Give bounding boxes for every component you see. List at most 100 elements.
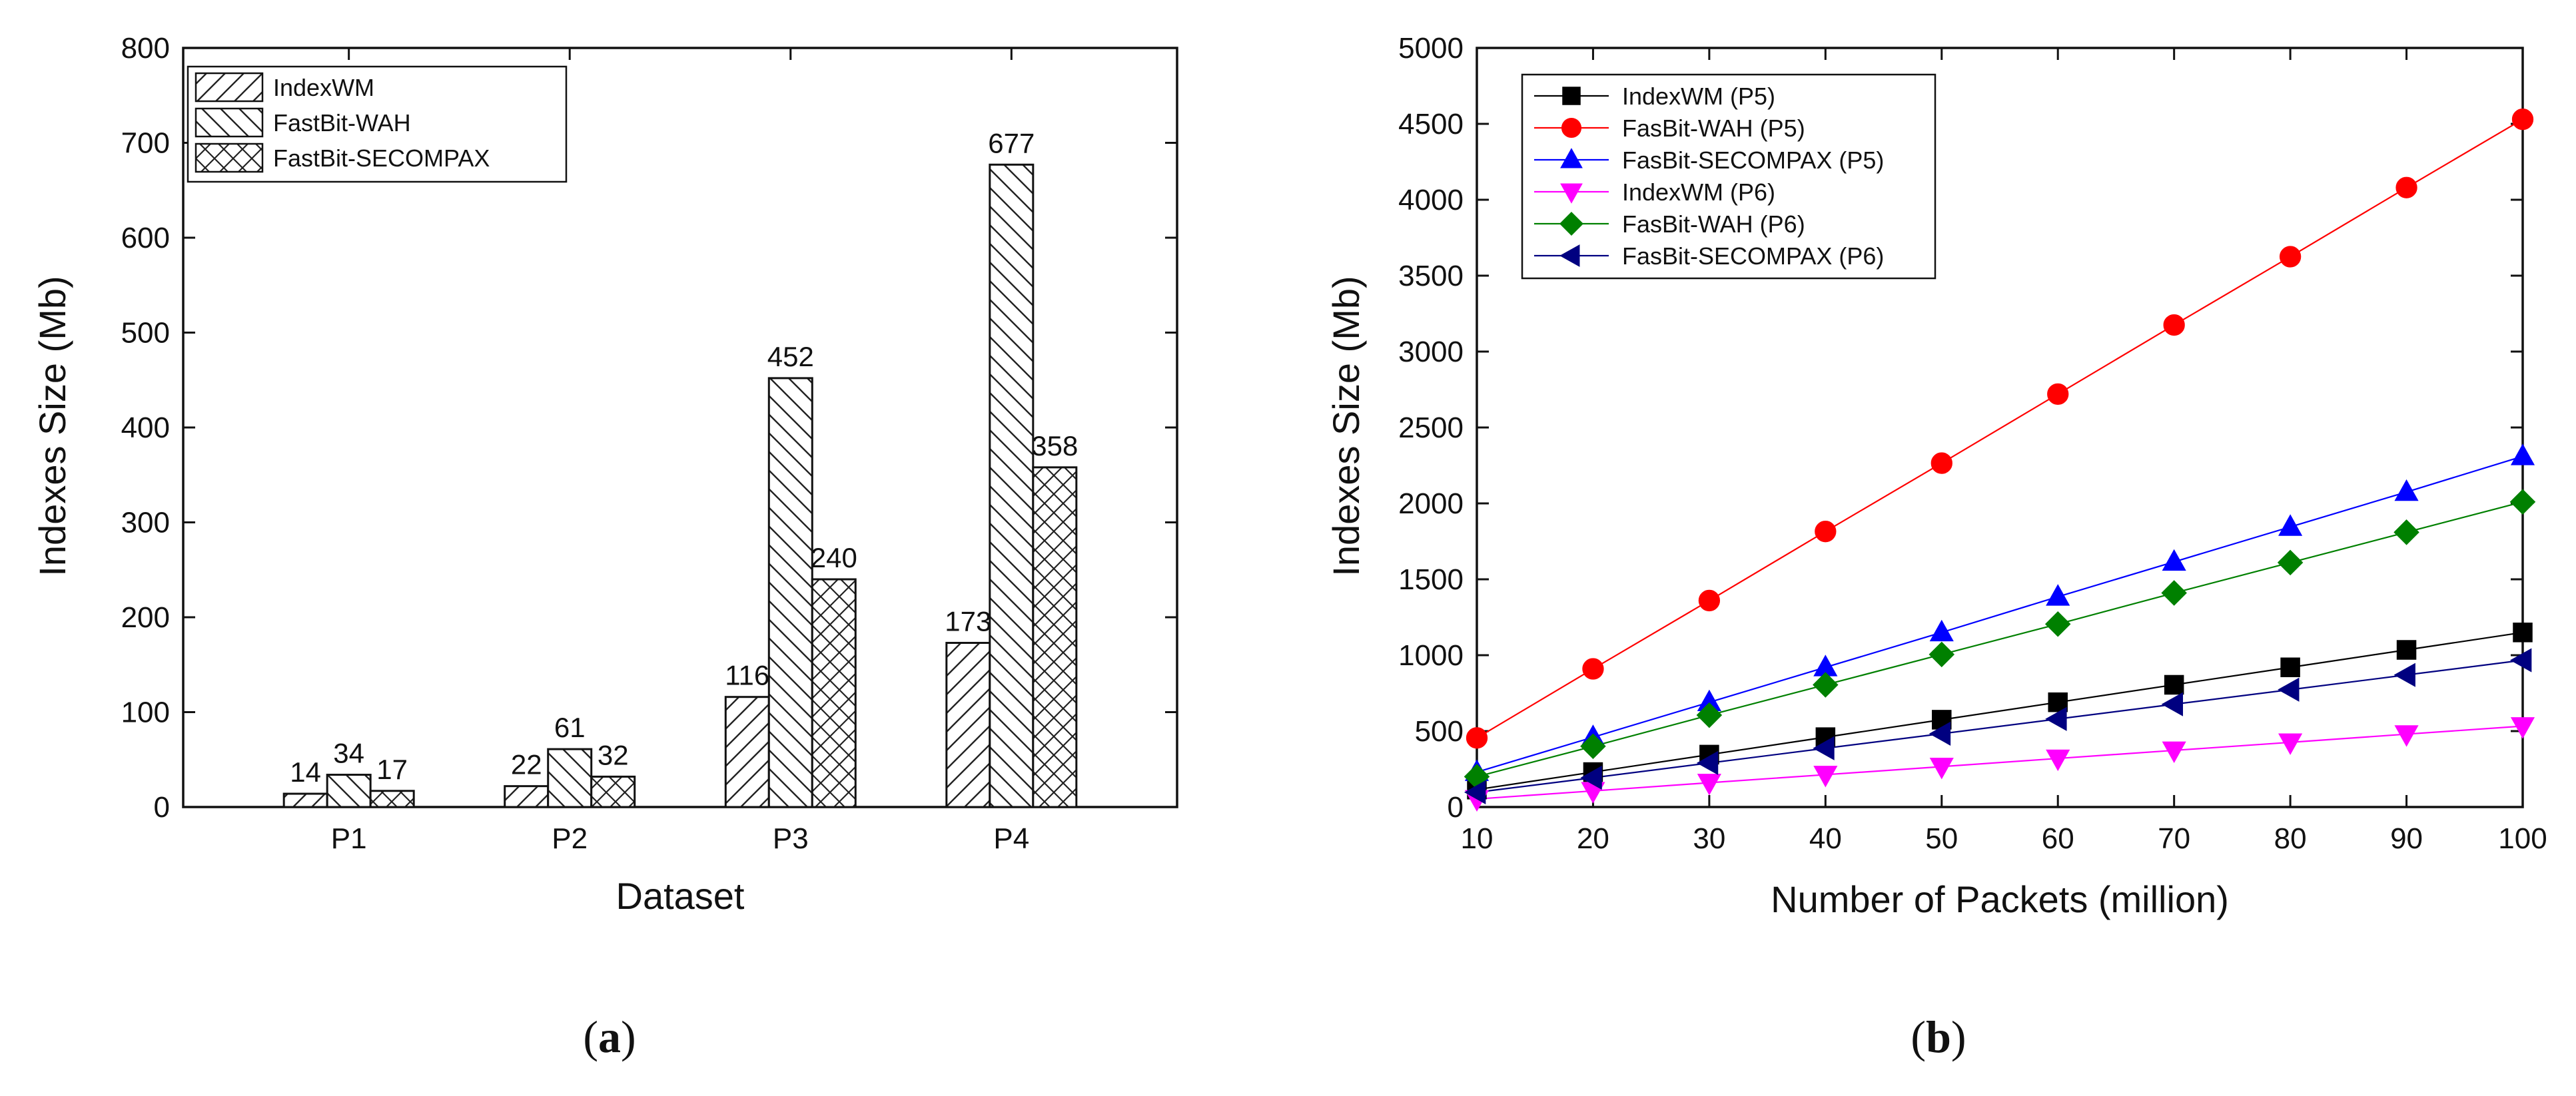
data-point-marker [1697,774,1721,796]
legend-label: FasBit-WAH (P5) [1622,115,1805,142]
y-tick-label: 500 [1415,715,1464,748]
bar-fastbit-secompax-p3 [811,578,857,808]
data-point-marker [1562,87,1581,105]
data-point-marker [2510,443,2535,465]
x-tick-label: 10 [1461,822,1494,855]
bar-value-label: 17 [376,754,408,785]
y-tick-label: 4500 [1398,108,1464,140]
data-point-marker [1929,721,1951,746]
data-point-marker [1580,733,1606,760]
series-line-fasbit-wah-p6- [1476,501,2523,778]
x-tick-label: 20 [1577,822,1609,855]
x-tick-label-p3: P3 [773,822,809,855]
y-tick-label: 100 [121,696,170,729]
bar-value-label: 358 [1031,430,1078,461]
data-point-marker [1561,117,1582,138]
bar-fastbit-secompax-p2 [590,775,636,808]
bar-value-label: 116 [725,660,769,691]
data-point-marker [2162,549,2186,571]
data-point-marker [2393,519,2419,545]
bar-value-label: 240 [811,542,857,573]
panel-b-x-axis-title: Number of Packets (million) [1771,878,2229,920]
data-point-marker [2396,640,2417,660]
legend-label: IndexWM (P5) [1622,83,1775,110]
panel-a-x-axis: P1 P2 P3 P4 [331,48,1029,855]
y-tick-label: 4000 [1398,184,1464,216]
panel-a-label: (a) [583,1011,636,1062]
series-line-fasbit-wah-p5- [1476,119,2523,739]
bar-value-label: 173 [945,605,991,637]
panel-a-legend: IndexWM FastBit-WAH FastBit-SECOMPAX [187,65,568,183]
bar-indexwm-p1 [282,792,328,808]
legend-label: FasBit-SECOMPAX (P5) [1622,146,1884,174]
data-point-marker [2509,648,2532,673]
bar-indexwm-p2 [504,785,550,808]
legend-swatch [195,107,264,138]
data-point-marker [2161,692,2184,716]
y-tick-label: 2000 [1398,487,1464,520]
bar-fastbit-wah-p2 [547,748,593,808]
y-tick-label: 800 [121,32,170,65]
legend-label: FastBit-WAH [273,109,411,137]
bar-fastbit-secompax-p1 [369,790,415,808]
data-point-marker [1813,766,1838,788]
data-point-marker [1559,212,1583,236]
data-point-marker [2048,692,2068,712]
data-point-marker [1813,736,1835,760]
x-tick-label-p4: P4 [993,822,1029,855]
data-point-marker [2395,176,2417,198]
y-tick-label: 1000 [1398,639,1464,672]
legend-label: IndexWM (P6) [1622,178,1775,206]
x-tick-label: 50 [1925,822,1958,855]
y-tick-label: 300 [121,507,170,539]
panel-a-data-labels: 14 34 17 22 61 32 116 452 240 173 677 358 [290,127,1078,788]
data-point-marker [1580,765,1602,790]
legend-label: FastBit-SECOMPAX [273,144,490,172]
y-tick-label: 3500 [1398,260,1464,292]
data-point-marker [2510,717,2535,739]
data-point-marker [1582,658,1604,680]
data-point-marker [1560,148,1583,168]
x-tick-label-p2: P2 [552,822,588,855]
data-point-marker [1698,589,1721,612]
y-tick-label: 500 [121,317,170,350]
data-point-marker [2394,725,2419,747]
panel-b-x-axis: 10 20 30 40 50 60 70 80 90 100 [1461,48,2547,855]
data-point-marker [2047,383,2069,405]
bar-value-label: 22 [511,749,542,780]
panel-b-line-chart: 0 500 1000 1500 2000 2500 3000 3500 4000 4500 5000… [1325,32,2547,1062]
data-point-marker [2278,514,2303,536]
bar-value-label: 61 [554,712,586,743]
x-tick-label: 80 [2274,822,2307,855]
data-point-marker [2279,246,2302,268]
data-point-marker [2044,611,2071,637]
x-tick-label: 60 [2042,822,2074,855]
bar-fastbit-wah-p1 [326,774,372,808]
data-point-marker [2278,733,2303,755]
data-point-marker [2280,657,2300,677]
data-point-marker [2162,741,2186,763]
data-point-marker [2509,489,2536,515]
data-point-marker [2045,706,2067,731]
y-tick-label: 600 [121,222,170,254]
data-point-marker [1929,619,1954,642]
panel-a-y-axis-title: Indexes Size (Mb) [31,276,73,576]
data-point-marker [2278,677,2300,702]
legend-swatch [195,142,264,173]
panel-a-x-axis-title: Dataset [616,875,745,917]
data-point-marker [1929,758,1954,780]
panel-b-y-axis: 0 500 1000 1500 2000 2500 3000 3500 4000 4500 5000 [1398,32,2523,824]
x-tick-label: 70 [2158,822,2190,855]
panel-b-legend: IndexWM (P5) FasBit-WAH (P5) FasBit-SECOMP… [1521,73,1936,280]
data-point-marker [2513,623,2533,643]
data-point-marker [1560,183,1583,204]
y-tick-label: 2500 [1398,411,1464,444]
bar-fastbit-secompax-p4 [1032,466,1078,808]
panel-a-bars [282,163,1078,808]
bar-value-label: 14 [290,756,321,788]
data-point-marker [1696,750,1719,775]
data-point-marker [1696,702,1723,728]
legend-label: FasBit-WAH (P6) [1622,210,1805,238]
